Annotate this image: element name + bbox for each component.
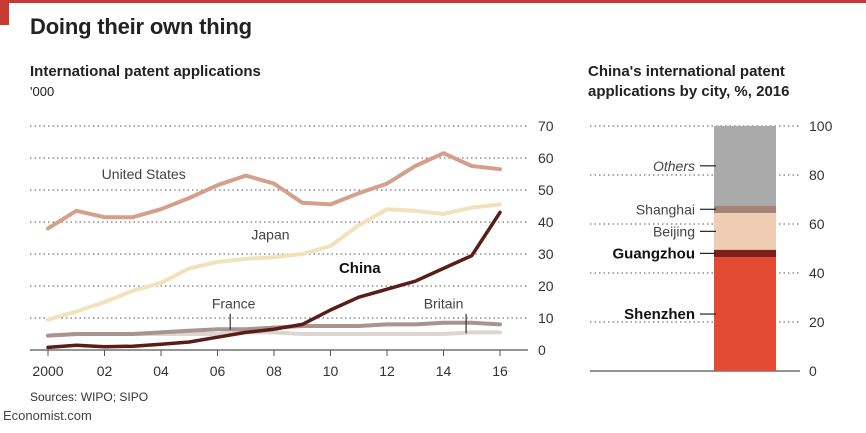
credit: Economist.com (3, 408, 92, 423)
series-line-china (46, 210, 502, 350)
bar-chart-ytick-label: 20 (809, 314, 825, 330)
series-line-japan (46, 202, 502, 322)
series-label-britain: Britain (424, 295, 464, 311)
bar-segment-beijing (714, 212, 776, 250)
top-accent-bar (0, 0, 866, 3)
red-tab-decoration (0, 3, 9, 25)
bar-chart-ytick-label: 0 (809, 363, 817, 379)
line-chart-xtick-label: 14 (436, 363, 452, 379)
segment-label-guangzhou: Guangzhou (613, 245, 696, 262)
line-chart-ytick-label: 20 (538, 278, 554, 294)
bar-segment-shenzhen (714, 257, 776, 371)
segment-label-beijing: Beijing (653, 223, 695, 239)
line-chart-title: International patent applications (30, 63, 261, 80)
bar-segment-guangzhou (714, 249, 776, 258)
series-label-united-states: United States (102, 166, 186, 182)
source-note: Sources: WIPO; SIPO (30, 390, 149, 404)
bar-chart-ytick-label: 40 (809, 265, 825, 281)
series-line-united-states (46, 151, 502, 231)
bar-chart-ytick-label: 100 (809, 118, 833, 134)
bar-segment-others (714, 126, 776, 206)
line-chart-unit: '000 (30, 84, 55, 99)
line-chart-ytick-label: 10 (538, 310, 554, 326)
line-chart-xtick-label: 10 (323, 363, 339, 379)
page-title: Doing their own thing (30, 14, 252, 39)
line-chart-xtick-label: 08 (266, 363, 282, 379)
segment-label-others: Others (653, 158, 695, 174)
line-chart-ytick-label: 50 (538, 182, 554, 198)
bar-segment-shanghai (714, 205, 776, 213)
bar-chart-ytick-label: 80 (809, 167, 825, 183)
series-label-china: China (339, 260, 381, 277)
line-chart-xtick-label: 06 (210, 363, 226, 379)
line-chart-ytick-label: 70 (538, 118, 554, 134)
series-label-france: France (212, 295, 256, 311)
line-chart-ytick-label: 60 (538, 150, 554, 166)
line-chart-xtick-label: 04 (153, 363, 169, 379)
series-label-japan: Japan (251, 227, 289, 243)
line-chart-ytick-label: 30 (538, 246, 554, 262)
line-chart-xtick-label: 2000 (32, 363, 63, 379)
line-chart-ytick-label: 40 (538, 214, 554, 230)
bar-chart-ytick-label: 60 (809, 216, 825, 232)
bar-chart-title: China's international patent application… (588, 63, 790, 100)
line-chart-xtick-label: 16 (492, 363, 508, 379)
segment-label-shenzhen: Shenzhen (624, 306, 695, 323)
line-chart-ytick-label: 0 (538, 342, 546, 358)
segment-label-shanghai: Shanghai (636, 201, 695, 217)
line-chart-xtick-label: 12 (379, 363, 395, 379)
line-chart-xtick-label: 02 (97, 363, 113, 379)
